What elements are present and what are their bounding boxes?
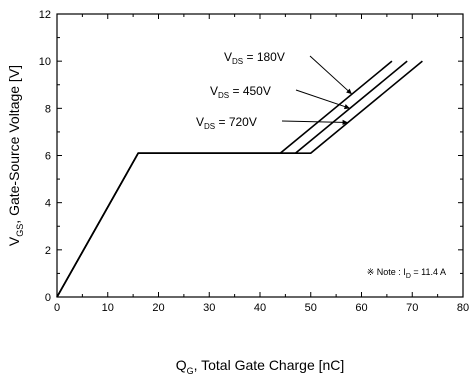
- series-label-2: VDS = 450V: [210, 84, 271, 100]
- series-pointer-1: [309, 55, 353, 95]
- series-pointer-3: [281, 120, 348, 123]
- y-tick-label-8: 8: [45, 103, 51, 115]
- plot-frame: [56, 13, 464, 298]
- series-label-1: VDS = 180V: [224, 50, 285, 66]
- x-axis-title: QG, Total Gate Charge [nC]: [176, 357, 345, 376]
- x-tick-label-30: 30: [203, 302, 215, 314]
- series-pointer-2: [295, 89, 351, 109]
- x-tick-label-10: 10: [102, 302, 114, 314]
- x-tick-label-40: 40: [254, 302, 266, 314]
- note-annotation: ※ Note : ID = 11.4 A: [367, 267, 446, 280]
- series-layer: [56, 60, 423, 298]
- series-line-3: [56, 60, 423, 298]
- x-tick-label-80: 80: [457, 302, 469, 314]
- y-tick-label-4: 4: [45, 198, 51, 210]
- series-arrowhead-2: [343, 104, 350, 110]
- x-tick-label-70: 70: [406, 302, 418, 314]
- y-axis-title: VGS, Gate-Source Voltage [V]: [6, 65, 25, 246]
- x-tick-label-0: 0: [54, 302, 60, 314]
- y-tick-label-12: 12: [39, 9, 51, 21]
- x-tick-label-20: 20: [152, 302, 164, 314]
- series-label-3: VDS = 720V: [196, 115, 257, 131]
- y-tick-label-0: 0: [45, 292, 51, 304]
- ticks-layer: 0 10 20 30 40 50 60 70 80 0 2 4 6 8 10 12: [39, 9, 469, 314]
- x-tick-label-50: 50: [305, 302, 317, 314]
- series-arrowhead-1: [346, 88, 352, 95]
- annotation-layer: VDS = 180V VDS = 450V VDS = 720V: [196, 50, 353, 131]
- y-tick-label-6: 6: [45, 151, 51, 163]
- x-tick-label-60: 60: [355, 302, 367, 314]
- y-tick-label-10: 10: [39, 56, 51, 68]
- y-tick-label-2: 2: [45, 245, 51, 257]
- series-arrowhead-3: [342, 119, 348, 125]
